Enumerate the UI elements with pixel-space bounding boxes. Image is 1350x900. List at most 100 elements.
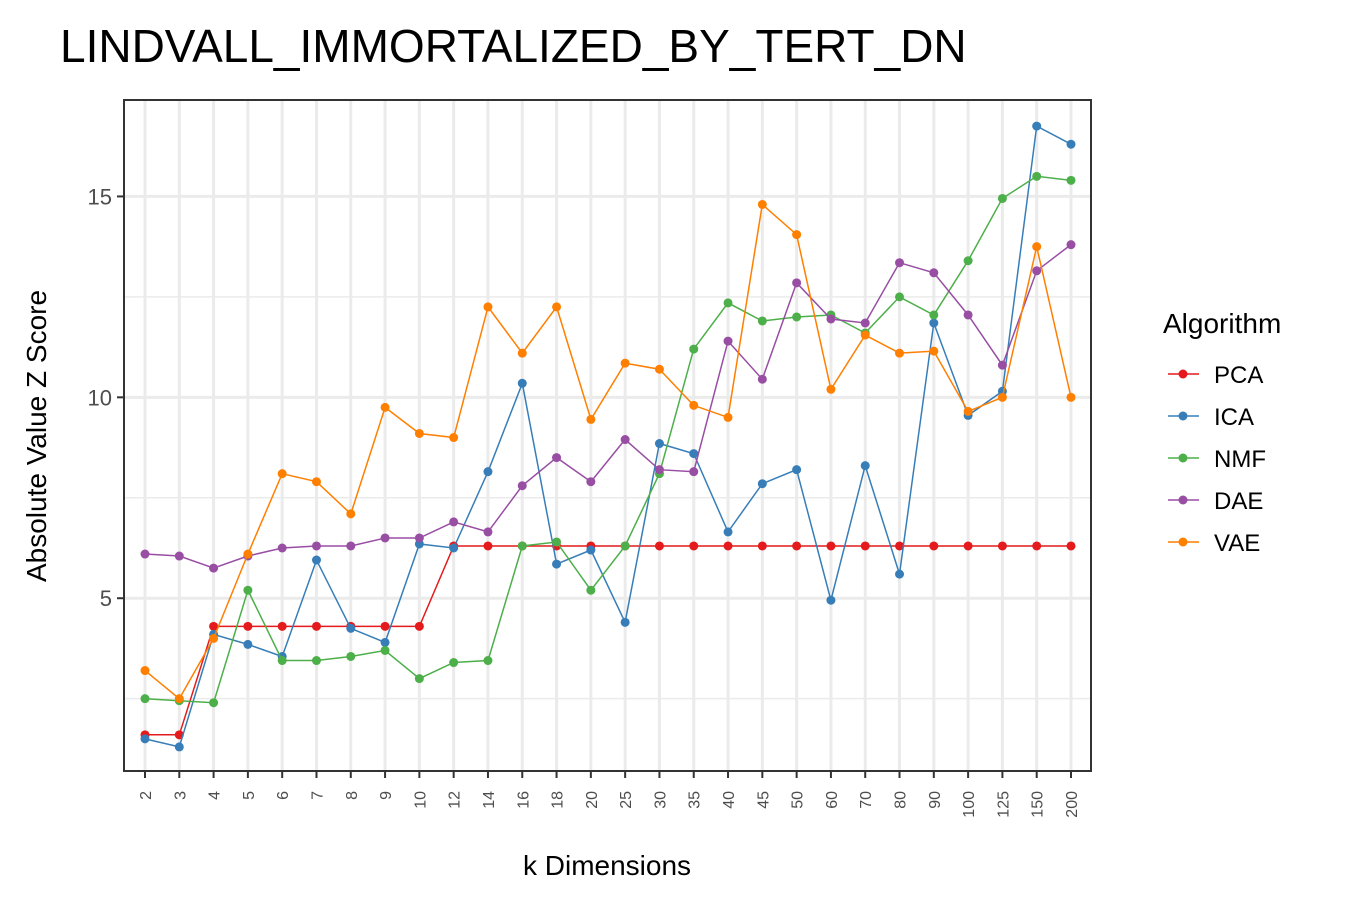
data-point-dae xyxy=(654,465,664,475)
data-point-pca xyxy=(997,541,1007,551)
data-point-pca xyxy=(277,621,287,631)
x-tick-label: 60 xyxy=(824,791,841,809)
x-tick-label: 45 xyxy=(755,791,772,809)
data-point-dae xyxy=(346,541,356,551)
data-point-vae xyxy=(209,633,219,643)
data-point-dae xyxy=(689,467,699,477)
data-point-pca xyxy=(689,541,699,551)
data-point-pca xyxy=(1066,541,1076,551)
data-point-vae xyxy=(654,364,664,374)
chart-title: LINDVALL_IMMORTALIZED_BY_TERT_DN xyxy=(60,20,967,72)
data-point-vae xyxy=(243,549,253,559)
data-point-pca xyxy=(963,541,973,551)
data-point-nmf xyxy=(140,694,150,704)
legend: Algorithm PCA ICA NMF DAE VAE xyxy=(1163,308,1281,557)
x-tick-label: 5 xyxy=(241,791,258,800)
legend-label: DAE xyxy=(1214,488,1263,515)
x-tick-label: 90 xyxy=(927,791,944,809)
data-point-vae xyxy=(929,346,939,356)
data-point-dae xyxy=(895,258,905,268)
data-point-nmf xyxy=(517,541,527,551)
data-point-dae xyxy=(449,517,459,527)
x-tick-label: 8 xyxy=(344,791,361,800)
data-point-ica xyxy=(243,639,253,649)
data-point-pca xyxy=(860,541,870,551)
y-tick-label: 15 xyxy=(88,184,112,209)
data-point-nmf xyxy=(997,193,1007,203)
x-tick-label: 40 xyxy=(721,791,738,809)
data-point-dae xyxy=(620,435,630,445)
data-point-ica xyxy=(586,545,596,555)
y-tick-label: 5 xyxy=(100,586,112,611)
x-tick-label: 18 xyxy=(550,791,567,809)
data-point-vae xyxy=(723,412,733,422)
data-point-nmf xyxy=(757,316,767,326)
series-line-nmf xyxy=(144,175,1072,704)
series-dae xyxy=(140,240,1076,573)
x-tick-label: 14 xyxy=(481,791,498,809)
legend-key-point xyxy=(1178,411,1188,421)
series-line-ica xyxy=(144,124,1072,748)
data-point-ica xyxy=(654,439,664,449)
legend-label: VAE xyxy=(1214,530,1260,557)
data-point-vae xyxy=(140,666,150,676)
data-point-dae xyxy=(517,481,527,491)
data-point-vae xyxy=(346,509,356,519)
data-point-vae xyxy=(1066,392,1076,402)
data-point-vae xyxy=(380,402,390,412)
data-point-pca xyxy=(380,621,390,631)
series-line-pca xyxy=(145,545,1071,736)
data-point-dae xyxy=(1032,266,1042,276)
data-point-ica xyxy=(895,569,905,579)
data-point-ica xyxy=(552,559,562,569)
data-point-vae xyxy=(860,330,870,340)
data-point-vae xyxy=(449,433,459,443)
x-tick-label: 2 xyxy=(138,791,155,800)
data-point-nmf xyxy=(209,698,219,708)
x-tick-label: 3 xyxy=(172,791,189,800)
x-tick-label: 35 xyxy=(687,791,704,809)
data-point-vae xyxy=(997,392,1007,402)
data-point-ica xyxy=(757,479,767,489)
series-pca xyxy=(140,541,1076,740)
x-tick-label: 80 xyxy=(893,791,910,809)
data-point-vae xyxy=(792,230,802,240)
data-point-pca xyxy=(792,541,802,551)
data-point-vae xyxy=(277,469,287,479)
legend-key-point xyxy=(1178,537,1188,547)
data-point-nmf xyxy=(586,585,596,595)
x-tick-label: 30 xyxy=(652,791,669,809)
x-tick-label: 70 xyxy=(858,791,875,809)
data-point-ica xyxy=(483,467,493,477)
data-point-vae xyxy=(895,348,905,358)
legend-label: PCA xyxy=(1214,362,1263,389)
data-point-dae xyxy=(552,453,562,463)
data-point-vae xyxy=(311,477,321,487)
data-point-ica xyxy=(860,461,870,471)
data-point-vae xyxy=(517,348,527,358)
data-point-ica xyxy=(140,734,150,744)
data-point-vae xyxy=(586,414,596,424)
data-point-dae xyxy=(414,533,424,543)
data-point-nmf xyxy=(243,585,253,595)
x-tick-label: 150 xyxy=(1030,791,1047,818)
data-point-vae xyxy=(1032,242,1042,252)
data-point-nmf xyxy=(277,656,287,666)
legend-item-dae: DAE xyxy=(1168,488,1263,515)
data-point-vae xyxy=(174,694,184,704)
data-point-nmf xyxy=(414,674,424,684)
legend-item-nmf: NMF xyxy=(1168,446,1266,473)
data-point-pca xyxy=(723,541,733,551)
series-nmf xyxy=(140,171,1076,708)
data-point-nmf xyxy=(792,312,802,322)
data-point-nmf xyxy=(929,310,939,320)
x-tick-label: 25 xyxy=(618,791,635,809)
data-point-dae xyxy=(826,314,836,324)
data-point-dae xyxy=(311,541,321,551)
data-point-ica xyxy=(1032,121,1042,131)
data-point-dae xyxy=(380,533,390,543)
data-point-ica xyxy=(174,742,184,752)
data-point-dae xyxy=(757,374,767,384)
x-tick-label: 12 xyxy=(447,791,464,809)
